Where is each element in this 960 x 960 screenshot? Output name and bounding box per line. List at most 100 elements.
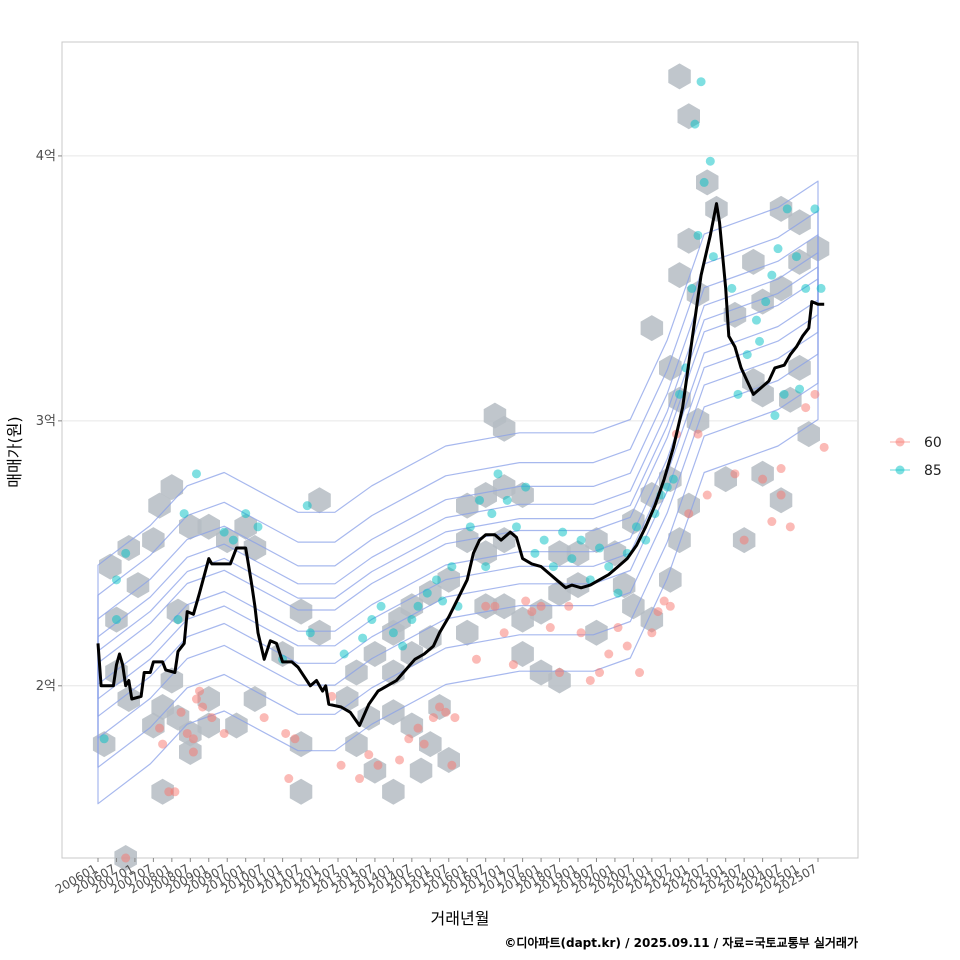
point-series-85 [558, 527, 568, 537]
point-series-85 [521, 482, 531, 492]
point-series-60 [693, 429, 703, 439]
point-series-85 [253, 522, 263, 532]
point-series-60 [758, 474, 768, 484]
point-series-85 [675, 389, 685, 399]
hexbin-cell [357, 704, 380, 731]
point-series-60 [158, 739, 168, 749]
point-series-85 [727, 283, 737, 293]
point-series-85 [604, 562, 614, 572]
hexbin-cell [289, 598, 313, 625]
point-series-60 [819, 442, 829, 452]
point-series-85 [422, 588, 432, 598]
point-series-85 [511, 522, 521, 532]
point-series-85 [179, 509, 189, 519]
point-series-85 [99, 734, 109, 744]
point-series-60 [595, 668, 605, 678]
hexbin-cell [751, 460, 774, 487]
point-series-60 [527, 607, 537, 617]
point-series-60 [545, 623, 555, 633]
point-series-85 [585, 575, 595, 585]
hexbin-cell [225, 712, 248, 739]
hexbin-cell [382, 778, 405, 805]
point-series-60 [653, 607, 663, 617]
point-series-85 [795, 384, 805, 394]
hexbin-cell [492, 593, 516, 620]
point-series-85 [779, 389, 789, 399]
point-series-85 [111, 575, 121, 585]
point-series-85 [668, 474, 678, 484]
gridlines [62, 155, 858, 687]
hexbin-cell [640, 315, 664, 342]
density-contour [97, 252, 819, 717]
point-series-85 [376, 601, 386, 611]
hexbin-cell [243, 686, 267, 712]
point-series-85 [733, 389, 743, 399]
hexbin-cell [668, 262, 691, 289]
point-series-85 [339, 649, 349, 659]
point-series-85 [548, 562, 558, 572]
point-series-60 [622, 641, 632, 651]
point-series-60 [684, 509, 694, 519]
point-series-60 [428, 713, 438, 723]
hexbin-cell [308, 619, 331, 646]
point-series-60 [395, 755, 405, 765]
point-series-85 [641, 535, 651, 545]
point-series-85 [690, 119, 700, 129]
legend-key-60 [895, 437, 905, 447]
point-series-85 [228, 535, 238, 545]
point-series-85 [693, 230, 703, 240]
point-series-85 [302, 501, 312, 511]
point-series-60 [604, 649, 614, 659]
y-tick-label: 4억 [36, 149, 56, 164]
y-axis-title: 매매가(원) [5, 416, 24, 487]
point-series-60 [419, 739, 429, 749]
point-series-85 [407, 615, 417, 625]
point-series-85 [487, 509, 497, 519]
hexbin-cell [336, 686, 359, 712]
density-contour [97, 180, 819, 805]
hexbin-cell [148, 492, 171, 519]
point-series-85 [475, 495, 485, 505]
hexbin-cell [117, 686, 140, 712]
hexbin-cell [548, 667, 571, 694]
point-series-85 [358, 633, 368, 643]
point-series-85 [576, 535, 586, 545]
point-series-85 [662, 482, 672, 492]
point-series-85 [782, 204, 792, 214]
point-series-60 [219, 728, 229, 738]
caption: ©디아파트(dapt.kr) / 2025.09.11 / 자료=국토교통부 실… [504, 935, 858, 950]
point-series-60 [355, 774, 365, 784]
point-series-85 [431, 575, 441, 585]
point-series-60 [659, 596, 669, 606]
hexbin-cell [419, 625, 442, 652]
point-series-85 [816, 283, 826, 293]
point-series-60 [730, 469, 740, 479]
point-series-60 [776, 490, 786, 500]
point-series-85 [481, 562, 491, 572]
hexbin-cell [548, 540, 571, 567]
point-series-85 [801, 283, 811, 293]
point-series-85 [567, 554, 577, 564]
point-series-85 [755, 336, 765, 346]
point-series-85 [761, 297, 771, 307]
hexbin-cell [151, 778, 174, 805]
point-series-60 [490, 601, 500, 611]
point-series-60 [441, 707, 451, 717]
point-series-85 [613, 588, 623, 598]
point-series-60 [555, 668, 565, 678]
point-series-60 [170, 787, 180, 797]
density-contour [97, 266, 819, 700]
legend-label-85: 85 [924, 463, 942, 479]
hexbin-cell [409, 757, 433, 784]
point-series-60 [327, 691, 337, 701]
point-series-60 [810, 389, 820, 399]
point-series-85 [696, 77, 706, 87]
y-tick-label: 3억 [36, 414, 56, 429]
hexbin-cell [492, 474, 516, 501]
hexbin-cell [668, 63, 691, 90]
hexbin-cell [788, 354, 811, 381]
point-series-60 [191, 694, 201, 704]
hexbin-cell [456, 619, 479, 646]
y-axis-ticks: 2억 3억 4억 [36, 149, 62, 694]
